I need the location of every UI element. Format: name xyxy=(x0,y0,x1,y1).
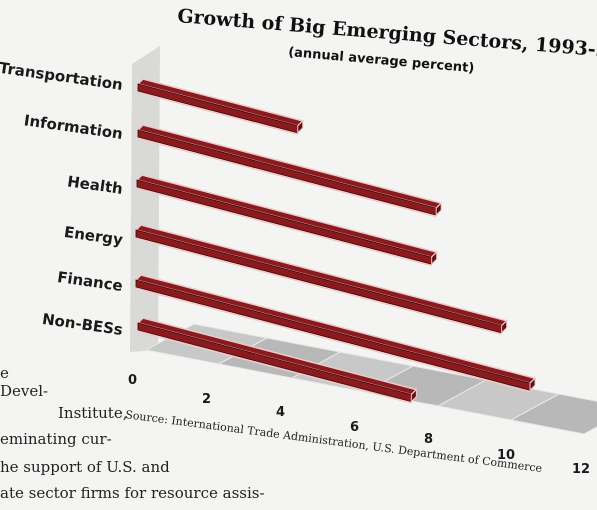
x-tick-label: 0 xyxy=(128,373,137,388)
bar-end xyxy=(410,388,417,403)
bar-end xyxy=(435,201,442,217)
bar-shadow-edge xyxy=(135,237,502,335)
body-text-line: Institute, xyxy=(58,404,127,422)
bar-front xyxy=(137,129,437,216)
body-text-line: he support of U.S. and xyxy=(0,458,170,476)
body-text-line: ate sector firms for resource assis- xyxy=(0,484,265,502)
source-note: Source: International Trade Administrati… xyxy=(125,408,543,475)
bar-end xyxy=(431,250,438,266)
bar xyxy=(136,124,443,218)
bar-shadow-edge xyxy=(137,91,298,136)
bar-front xyxy=(135,229,503,334)
category-label: Non-BESs xyxy=(41,310,124,339)
x-tick-label: 2 xyxy=(202,392,211,407)
chart-back-panel xyxy=(130,46,160,352)
body-text-line: e xyxy=(0,364,9,382)
bar xyxy=(136,78,305,136)
bar-front xyxy=(137,83,299,134)
category-label: Finance xyxy=(56,268,124,295)
x-tick-labels: 0 2 4 6 8 10 12 xyxy=(128,373,590,477)
bar-shadow-edge xyxy=(137,330,412,404)
bar-top xyxy=(134,224,509,327)
bar-top xyxy=(136,78,305,127)
body-text-line: Devel- xyxy=(0,382,48,400)
category-labels: Transportation Information Health Energy Fin… xyxy=(0,59,124,339)
bars-group xyxy=(134,78,537,404)
bar xyxy=(136,317,418,404)
category-label: Transportation xyxy=(0,59,124,94)
x-tick-label: 6 xyxy=(350,420,359,435)
bar xyxy=(134,274,537,393)
x-tick-label: 8 xyxy=(424,432,433,447)
bar-end xyxy=(297,119,304,135)
back-wall xyxy=(130,46,160,352)
chart-subtitle: (annual average percent) xyxy=(288,45,475,76)
bar-shadow-edge xyxy=(135,287,531,393)
floor-tile xyxy=(509,393,597,435)
category-label: Health xyxy=(66,172,124,198)
bar-shadow-edge xyxy=(136,187,432,267)
x-tick-label: 12 xyxy=(572,462,590,477)
bar-end xyxy=(501,319,508,335)
category-label: Energy xyxy=(63,223,124,249)
bar-shadow-edge xyxy=(137,137,437,218)
bar xyxy=(135,174,439,267)
body-text-line: eminating cur- xyxy=(0,430,112,448)
bar xyxy=(134,224,509,335)
x-tick-label: 4 xyxy=(276,405,285,420)
x-tick-label: 10 xyxy=(497,448,515,463)
bar-end xyxy=(529,377,536,392)
category-label: Information xyxy=(23,111,124,143)
